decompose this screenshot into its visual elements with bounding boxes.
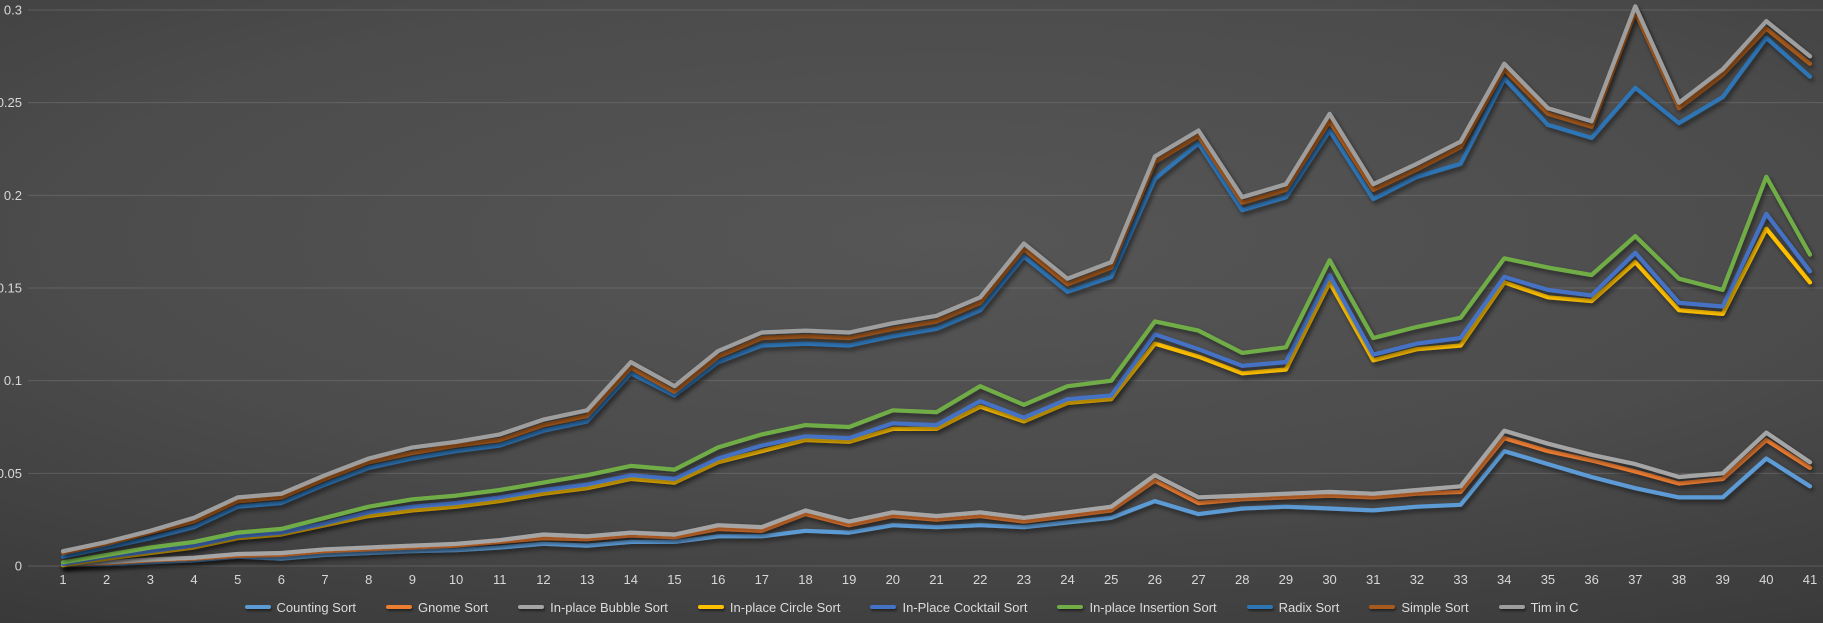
x-tick-label: 35 — [1541, 572, 1555, 587]
series-line-in-place-insertion-sort[interactable] — [60, 174, 1813, 565]
series-line-in-place-cocktail-sort[interactable] — [60, 211, 1813, 567]
legend-label: In-place Insertion Sort — [1089, 599, 1217, 615]
x-tick-label: 38 — [1672, 572, 1686, 587]
x-tick-label: 6 — [278, 572, 285, 587]
series-line-gnome-sort[interactable] — [60, 436, 1813, 568]
x-tick-label: 32 — [1410, 572, 1424, 587]
legend-item-tim-in-c[interactable]: Tim in C — [1498, 599, 1579, 615]
legend-item-counting-sort[interactable]: Counting Sort — [244, 599, 357, 615]
series-line-counting-sort[interactable] — [60, 449, 1813, 568]
x-tick-label: 21 — [929, 572, 943, 587]
y-tick-label: 0.25 — [0, 95, 22, 110]
legend-swatch-icon — [870, 605, 897, 609]
x-tick-label: 24 — [1060, 572, 1074, 587]
legend-swatch-icon — [1498, 605, 1525, 609]
legend-item-in-place-cocktail-sort[interactable]: In-Place Cocktail Sort — [870, 600, 1027, 615]
x-tick-label: 37 — [1628, 572, 1642, 587]
y-tick-label: 0.2 — [4, 188, 22, 203]
x-tick-label: 12 — [536, 572, 550, 587]
series-line-tim-in-c[interactable] — [60, 4, 1813, 554]
legend-item-gnome-sort[interactable]: Gnome Sort — [386, 600, 488, 615]
legend-swatch-icon — [244, 605, 271, 609]
x-tick-label: 7 — [321, 572, 328, 587]
x-tick-label: 33 — [1453, 572, 1467, 587]
x-tick-label: 34 — [1497, 572, 1511, 587]
legend-label: In-Place Cocktail Sort — [902, 599, 1028, 615]
chart-legend: Counting Sort Gnome Sort In-place Bubble S… — [0, 596, 1823, 618]
x-tick-label: 20 — [886, 572, 900, 587]
x-tick-label: 2 — [103, 572, 110, 587]
series-lines — [60, 4, 1813, 568]
x-tick-label: 14 — [624, 572, 638, 587]
x-tick-label: 19 — [842, 572, 856, 587]
legend-swatch-icon — [1369, 605, 1396, 609]
legend-label: Tim in C — [1530, 599, 1579, 615]
y-tick-label: 0 — [15, 559, 22, 574]
legend-label: Gnome Sort — [418, 599, 489, 615]
x-tick-label: 31 — [1366, 572, 1380, 587]
series-line-simple-sort[interactable] — [60, 9, 1813, 556]
y-tick-label: 0.05 — [0, 466, 22, 481]
x-tick-label: 41 — [1803, 572, 1817, 587]
x-tick-label: 36 — [1584, 572, 1598, 587]
x-tick-label: 39 — [1715, 572, 1729, 587]
legend-label: Simple Sort — [1401, 599, 1469, 615]
legend-item-in-place-insertion-sort[interactable]: In-place Insertion Sort — [1057, 599, 1217, 615]
x-tick-label: 25 — [1104, 572, 1118, 587]
legend-label: In-place Bubble Sort — [550, 599, 668, 615]
x-tick-label: 9 — [409, 572, 416, 587]
x-tick-label: 8 — [365, 572, 372, 587]
x-tick-label: 26 — [1148, 572, 1162, 587]
legend-label: In-place Circle Sort — [729, 599, 841, 615]
legend-swatch-icon — [518, 605, 545, 609]
y-tick-label: 0.15 — [0, 281, 22, 296]
x-tick-label: 5 — [234, 572, 241, 587]
x-tick-label: 27 — [1191, 572, 1205, 587]
gridlines — [28, 9, 1823, 567]
x-tick-label: 11 — [493, 572, 507, 587]
legend-swatch-icon — [1057, 605, 1084, 609]
series-line-radix-sort[interactable] — [60, 35, 1813, 559]
x-tick-label: 22 — [973, 572, 987, 587]
series-line-in-place-circle-sort[interactable] — [60, 226, 1813, 568]
x-tick-label: 1 — [59, 572, 66, 587]
x-tick-label: 30 — [1322, 572, 1336, 587]
x-tick-label: 16 — [711, 572, 725, 587]
x-tick-label: 13 — [580, 572, 594, 587]
series-line-in-place-bubble-sort[interactable] — [60, 428, 1813, 567]
x-axis-tick-labels: 1 2 3 4 5 6 7 8 9 10 11 12 13 14 15 16 17 18 19 20 21 22 23 24 2… — [59, 572, 1817, 587]
y-axis-tick-labels: 0 0.05 0.1 0.15 0.2 0.25 0.3 — [0, 3, 22, 574]
legend-label: Radix Sort — [1278, 599, 1340, 615]
x-tick-label: 18 — [798, 572, 812, 587]
legend-swatch-icon — [697, 605, 724, 609]
legend-item-radix-sort[interactable]: Radix Sort — [1246, 599, 1340, 615]
x-tick-label: 3 — [147, 572, 154, 587]
x-tick-label: 10 — [449, 572, 463, 587]
y-tick-label: 0.3 — [4, 3, 22, 18]
legend-item-simple-sort[interactable]: Simple Sort — [1369, 599, 1469, 615]
x-tick-label: 28 — [1235, 572, 1249, 587]
x-tick-label: 23 — [1017, 572, 1031, 587]
x-tick-label: 40 — [1759, 572, 1773, 587]
x-tick-label: 17 — [755, 572, 769, 587]
legend-label: Counting Sort — [276, 599, 357, 615]
x-tick-label: 29 — [1279, 572, 1293, 587]
x-tick-label: 15 — [667, 572, 681, 587]
legend-swatch-icon — [1246, 605, 1273, 609]
legend-item-in-place-circle-sort[interactable]: In-place Circle Sort — [697, 599, 841, 615]
y-tick-label: 0.1 — [4, 373, 22, 388]
legend-swatch-icon — [386, 605, 413, 609]
x-tick-label: 4 — [190, 572, 197, 587]
legend-item-in-place-bubble-sort[interactable]: In-place Bubble Sort — [518, 600, 668, 615]
